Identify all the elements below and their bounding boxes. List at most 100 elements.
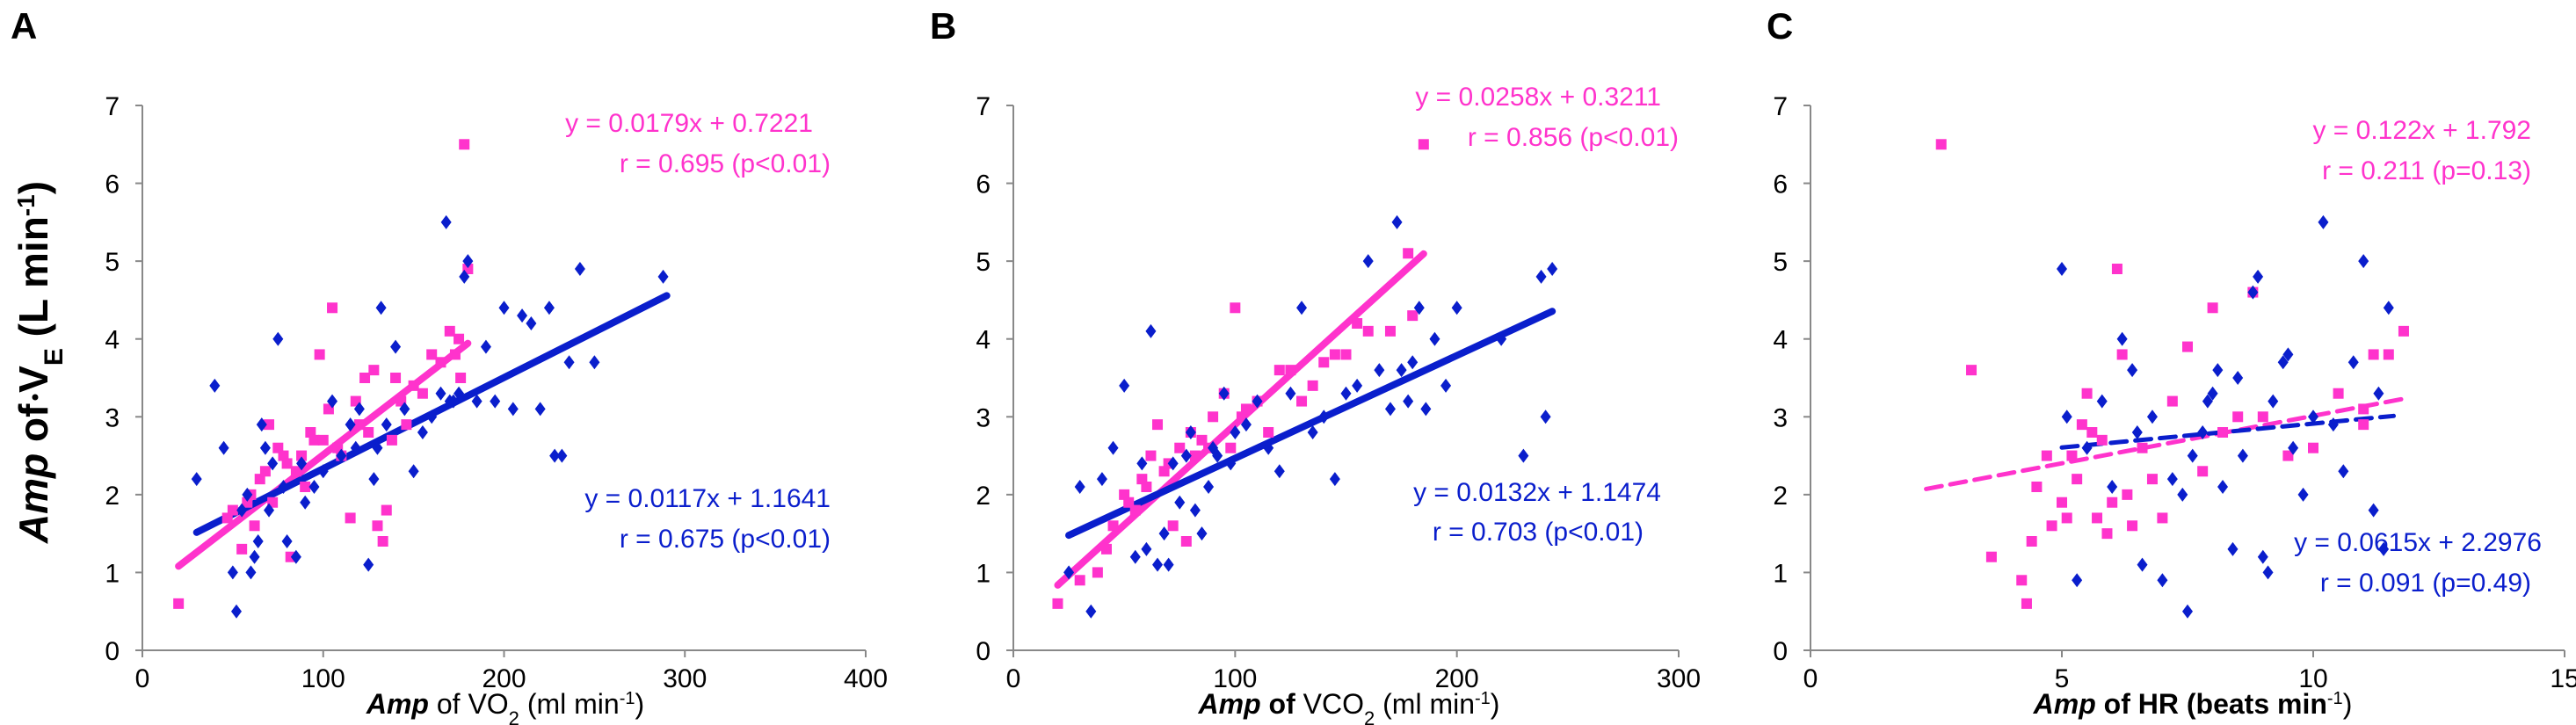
- y-axis-label: Amp of VE (L min-1): [11, 181, 69, 544]
- panel-b-blue-point: [1451, 301, 1462, 315]
- panel-a-magenta-point: [317, 434, 329, 446]
- panel-c-blue-point: [2347, 355, 2359, 370]
- panel-c-magenta-point: [2217, 427, 2229, 438]
- panel-b-magenta-point: [1307, 380, 1318, 391]
- panel-b-blue-point: [1163, 557, 1174, 572]
- panel-a-blue-point: [372, 440, 383, 455]
- panel-c-y-tick-label: 4: [1773, 326, 1788, 355]
- panel-a-blue-point: [300, 495, 311, 510]
- panel-c-blue-point: [2253, 269, 2264, 284]
- y-label-amp: Amp: [11, 453, 56, 544]
- panel-b-blue-point: [1240, 417, 1252, 432]
- panel-c-blue-point: [2207, 386, 2218, 401]
- panel-a-blue-point: [227, 565, 238, 580]
- panel-b-magenta-point: [1352, 318, 1363, 329]
- panel-c-magenta-point: [2166, 395, 2178, 407]
- panel-b-x-label: Amp of VCO2 (ml min-1): [1198, 688, 1500, 725]
- panel-b-blue-point: [1391, 214, 1403, 229]
- panel-a-blue-point: [480, 339, 491, 354]
- panel-a-blue-point: [498, 301, 510, 315]
- panel-c-magenta-point: [2358, 419, 2369, 431]
- panel-b-magenta-point: [1240, 403, 1252, 415]
- panel-a-magenta-point: [435, 357, 446, 368]
- panel-a-blue-point: [281, 534, 293, 548]
- panel-a-blue-point: [549, 448, 561, 463]
- panel-b-blue-point: [1119, 378, 1130, 393]
- panel-c-magenta-point: [2137, 442, 2148, 453]
- panel-b-blue-point: [1230, 425, 1241, 439]
- panel-c-blue-point: [2277, 355, 2289, 370]
- panel-b-y-tick-label: 2: [976, 482, 990, 511]
- panel-b-blue-point: [1252, 394, 1263, 409]
- panel-a-magenta-fit-line: [175, 339, 472, 570]
- svg-text:Amp of VCO2 (ml min-1): Amp of VCO2 (ml min-1): [1198, 688, 1500, 725]
- panel-a-magenta-point: [426, 349, 438, 360]
- panel-b-blue-point: [1212, 448, 1223, 463]
- panel-a-magenta-point: [368, 365, 380, 376]
- panel-b-magenta-point: [1100, 543, 1112, 555]
- panel-b-magenta-point: [1141, 482, 1152, 492]
- panel-b-axes: 0 100 200 300 0 1 2 3 4 5 6 7: [976, 92, 1701, 693]
- panel-a-blue-point: [256, 417, 267, 432]
- panel-a-blue-point: [350, 440, 361, 455]
- panel-a-y-tick-label: 1: [105, 559, 120, 588]
- panel-b-blue-point: [1218, 386, 1230, 401]
- panel-c-blue-point: [2081, 440, 2093, 455]
- panel-b-blue-point: [1152, 557, 1164, 572]
- panel-a-x-sub: 2: [509, 707, 519, 725]
- panel-c-y-tick-label: 2: [1773, 482, 1788, 511]
- panel-b-blue-point: [1167, 456, 1179, 471]
- panel-c-blue-point: [2107, 480, 2118, 494]
- panel-c-magenta-point: [2358, 403, 2369, 415]
- panel-a-blue-point: [375, 301, 387, 315]
- panel-b-blue-point: [1340, 386, 1352, 401]
- panel-b-blue-point: [1074, 480, 1085, 494]
- panel-a-x-exp: -1: [620, 689, 635, 708]
- panel-a-magenta-point: [308, 434, 320, 446]
- panel-c-blue-equation: y = 0.0615x + 2.2976: [2294, 528, 2542, 557]
- panel-c-x-tick-label: 0: [1803, 664, 1818, 693]
- panel-a-magenta-point: [459, 139, 470, 150]
- panel-c-x-exp: -1: [2327, 689, 2343, 708]
- panel-c-blue-point: [2182, 604, 2193, 619]
- panel-b-blue-point: [1413, 301, 1425, 315]
- panel-c-blue-point: [2157, 573, 2168, 588]
- panel-b-blue-point: [1547, 262, 1558, 276]
- panel-a-blue-point: [272, 331, 284, 346]
- panel-c-blue-point: [2383, 301, 2394, 315]
- panel-c-magenta-point: [2257, 411, 2268, 423]
- panel-b-magenta-point: [1263, 427, 1274, 438]
- panel-a-magenta-point: [390, 373, 402, 383]
- panel-b-blue-point: [1384, 402, 1396, 417]
- panel-a-blue-point: [336, 448, 347, 463]
- panel-b-blue-point: [1518, 448, 1529, 463]
- panel-a-magenta-point: [353, 419, 365, 431]
- panel-c-blue-point: [2268, 394, 2279, 409]
- panel-c-fit-lines: [1924, 396, 2406, 491]
- panel-a-magenta-point: [290, 466, 301, 477]
- panel-c-blue-fit-line: [2059, 413, 2397, 450]
- panel-a-magenta-point: [381, 504, 392, 516]
- panel-c-magenta-point: [2333, 388, 2344, 399]
- panel-c-magenta-point: [2057, 497, 2067, 508]
- panel-a-x-unit: (ml min: [519, 688, 620, 720]
- panel-a-blue-point: [218, 440, 229, 455]
- panel-b-blue-point: [1136, 456, 1148, 471]
- panel-a-blue-point: [278, 480, 289, 494]
- panel-c-magenta-point: [1966, 365, 1977, 376]
- panel-b-y-tick-label: 7: [976, 92, 990, 121]
- panel-b-blue-fit-line: [1065, 308, 1556, 540]
- panel-c-blue-r: r = 0.091 (p=0.49): [2320, 569, 2531, 598]
- y-label-of: of: [11, 393, 56, 453]
- panel-c-blue-point: [2212, 363, 2224, 378]
- panel-b-blue-point: [1225, 456, 1237, 471]
- panel-b-magenta-point: [1092, 567, 1103, 578]
- panel-a-y-tick-label: 4: [105, 326, 120, 355]
- panel-a-blue-point: [526, 316, 537, 330]
- panel-a-x-tick-label: 200: [482, 664, 526, 693]
- panel-b-x-unit: (ml min: [1375, 688, 1475, 720]
- panel-b-blue-point: [1407, 355, 1419, 370]
- panel-b-x-tick-label: 0: [1006, 664, 1021, 693]
- panel-c-magenta-point: [2061, 512, 2072, 524]
- panel-c-blue-point: [2358, 254, 2369, 269]
